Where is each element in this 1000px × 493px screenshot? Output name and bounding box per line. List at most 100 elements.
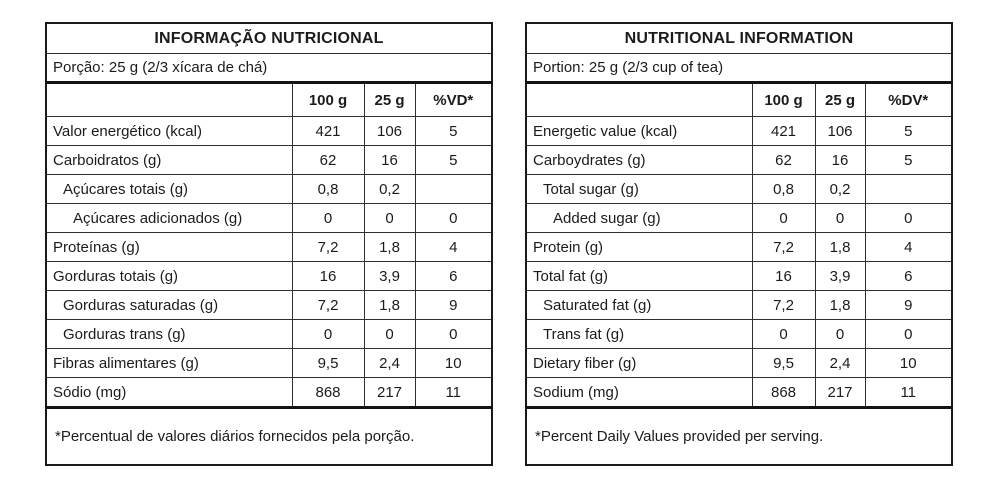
nutrient-value: 4 [864,232,953,262]
nutrient-row: Sódio (mg) 868 217 11 [45,377,493,408]
portion-row: Portion: 25 g (2/3 cup of tea) [525,53,953,84]
nutrient-row: Carboydrates (g) 62 16 5 [525,145,953,175]
nutrient-value: 421 [291,116,365,146]
nutrient-value: 7,2 [291,290,365,320]
nutrient-row: Fibras alimentares (g) 9,5 2,4 10 [45,348,493,378]
nutrient-row: Added sugar (g) 0 0 0 [525,203,953,233]
col-header-pct-dv: %DV* [864,82,953,117]
nutrient-value: 217 [814,377,866,408]
nutrient-label: Total sugar (g) [525,174,753,204]
nutrient-value: 2,4 [814,348,866,378]
footnote-row: *Percentual de valores diários fornecido… [45,406,493,466]
nutrient-value [414,174,493,204]
nutrient-label: Carboidratos (g) [45,145,293,175]
nutrient-row: Gorduras saturadas (g) 7,2 1,8 9 [45,290,493,320]
column-header-row: 100 g 25 g %DV* [525,82,953,117]
nutrition-table-english: NUTRITIONAL INFORMATION Portion: 25 g (2… [525,22,953,466]
nutrient-value: 0 [291,319,365,349]
nutrient-label: Fibras alimentares (g) [45,348,293,378]
nutrition-table-portuguese: INFORMAÇÃO NUTRICIONAL Porção: 25 g (2/3… [45,22,493,466]
nutrient-label: Proteínas (g) [45,232,293,262]
nutrient-value: 16 [751,261,816,291]
nutrient-value: 0,8 [291,174,365,204]
nutrient-row: Sodium (mg) 868 217 11 [525,377,953,408]
nutrient-value: 9,5 [751,348,816,378]
nutrient-row: Carboidratos (g) 62 16 5 [45,145,493,175]
nutrient-row: Proteínas (g) 7,2 1,8 4 [45,232,493,262]
nutrient-value: 16 [291,261,365,291]
nutrient-value [864,174,953,204]
nutrient-label: Valor energético (kcal) [45,116,293,146]
col-header-pct-dv: %VD* [414,82,493,117]
footnote: *Percent Daily Values provided per servi… [525,406,953,466]
nutrient-value: 7,2 [751,290,816,320]
nutrient-label: Sódio (mg) [45,377,293,408]
nutrient-value: 3,9 [814,261,866,291]
nutrient-value: 6 [414,261,493,291]
nutrient-label: Protein (g) [525,232,753,262]
nutrient-value: 0 [414,203,493,233]
nutrient-label: Sodium (mg) [525,377,753,408]
nutrient-value: 868 [751,377,816,408]
nutrient-value: 62 [291,145,365,175]
nutrient-label: Gorduras saturadas (g) [45,290,293,320]
col-header-25g: 25 g [363,82,416,117]
nutrient-label: Gorduras totais (g) [45,261,293,291]
footnote-row: *Percent Daily Values provided per servi… [525,406,953,466]
nutrient-value: 868 [291,377,365,408]
nutrient-value: 9 [864,290,953,320]
table-title-row: INFORMAÇÃO NUTRICIONAL [45,22,493,54]
col-header-25g: 25 g [814,82,866,117]
nutrient-row: Total sugar (g) 0,8 0,2 [525,174,953,204]
nutrient-label: Gorduras trans (g) [45,319,293,349]
nutrient-value: 1,8 [814,232,866,262]
nutrient-value: 5 [864,145,953,175]
nutrient-value: 0 [864,319,953,349]
table-title: NUTRITIONAL INFORMATION [525,22,953,54]
nutrient-label: Açúcares adicionados (g) [45,203,293,233]
nutrient-row: Trans fat (g) 0 0 0 [525,319,953,349]
nutrient-value: 9 [414,290,493,320]
col-header-100g: 100 g [751,82,816,117]
nutrient-value: 7,2 [291,232,365,262]
nutrient-value: 0 [864,203,953,233]
nutrient-value: 0 [414,319,493,349]
nutrient-row: Protein (g) 7,2 1,8 4 [525,232,953,262]
nutrient-value: 106 [814,116,866,146]
nutrient-row: Saturated fat (g) 7,2 1,8 9 [525,290,953,320]
nutrient-row: Gorduras totais (g) 16 3,9 6 [45,261,493,291]
portion-row: Porção: 25 g (2/3 xícara de chá) [45,53,493,84]
nutrient-row: Açúcares adicionados (g) 0 0 0 [45,203,493,233]
nutrient-row: Gorduras trans (g) 0 0 0 [45,319,493,349]
nutrient-label: Added sugar (g) [525,203,753,233]
nutrient-label: Energetic value (kcal) [525,116,753,146]
nutrient-value: 0,8 [751,174,816,204]
nutrient-value: 9,5 [291,348,365,378]
nutrient-value: 16 [814,145,866,175]
nutrient-value: 0 [814,319,866,349]
nutrient-value: 0 [751,319,816,349]
nutrient-value: 0 [814,203,866,233]
nutrient-value: 106 [363,116,416,146]
nutrient-value: 5 [414,145,493,175]
nutrient-value: 62 [751,145,816,175]
nutrition-facts-table: INFORMAÇÃO NUTRICIONAL Porção: 25 g (2/3… [45,22,493,466]
nutrient-value: 16 [363,145,416,175]
nutrient-value: 0 [363,203,416,233]
nutrient-value: 2,4 [363,348,416,378]
nutrient-value: 0,2 [363,174,416,204]
col-header-empty [525,82,753,117]
nutrient-value: 7,2 [751,232,816,262]
nutrient-value: 3,9 [363,261,416,291]
nutrient-value: 11 [864,377,953,408]
nutrient-value: 0 [291,203,365,233]
portion-text: Portion: 25 g (2/3 cup of tea) [525,53,953,84]
nutrient-value: 421 [751,116,816,146]
nutrition-facts-table: NUTRITIONAL INFORMATION Portion: 25 g (2… [525,22,953,466]
nutrient-value: 0 [751,203,816,233]
nutrient-value: 0,2 [814,174,866,204]
nutrient-label: Carboydrates (g) [525,145,753,175]
portion-text: Porção: 25 g (2/3 xícara de chá) [45,53,493,84]
col-header-empty [45,82,293,117]
